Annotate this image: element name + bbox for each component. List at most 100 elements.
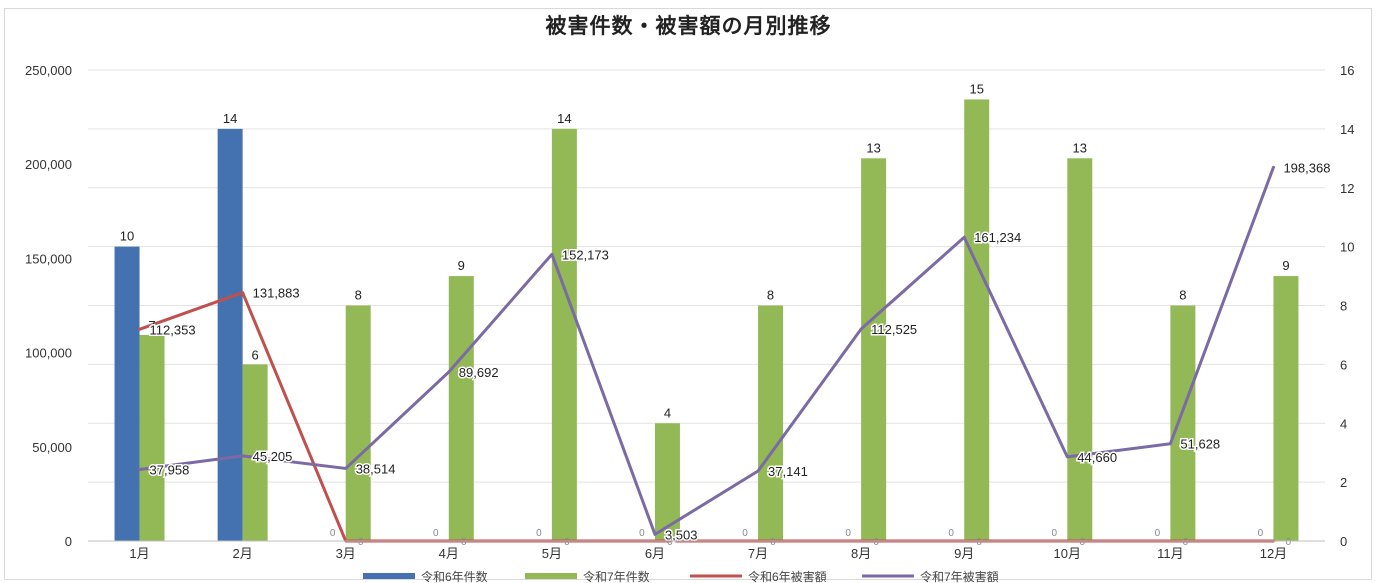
bar-data-label: 13 [1073,140,1087,155]
line-data-label: 112,525 [871,322,917,337]
right-axis-tick-label: 2 [1340,475,1347,490]
bar [551,128,577,541]
gridlines [88,69,1325,542]
right-axis: 0 2 4 6 8 10 12 14 16 [1340,63,1354,549]
legend-label: 令和7年被害額 [920,569,999,583]
bar-data-label: 10 [120,229,134,244]
x-axis-tick-label: 6月 [645,546,665,561]
left-axis-tick-label: 200,000 [25,157,72,172]
bar-data-label: 9 [458,258,465,273]
bar [654,423,680,541]
data-labels: 10 14 7 6 8 9 14 4 8 13 15 13 8 9 112,353 131,883 37,958… [120,81,1332,548]
bar-data-label: 15 [969,81,983,96]
zero-marker-label: 0 [639,528,645,539]
bar [139,334,165,541]
zero-marker-label: 0 [873,537,879,548]
bar-series [114,99,1299,541]
line-data-label: 37,141 [768,464,808,479]
legend-label: 令和6年件数 [421,569,488,583]
bar [448,276,474,541]
line-data-label: 37,958 [150,462,190,477]
legend-swatch [363,573,415,579]
left-axis: 0 50,000 100,000 150,000 200,000 250,000 [25,63,72,549]
legend-label: 令和6年被害額 [748,569,827,583]
line-series [138,165,1275,543]
x-axis-tick-label: 9月 [954,546,974,561]
zero-marker-label: 0 [948,528,954,539]
line-data-label: 89,692 [459,365,499,380]
zero-marker-label: 0 [742,528,748,539]
line-data-label: 45,205 [253,449,293,464]
bar-data-label: 9 [1282,258,1289,273]
left-axis-tick-label: 100,000 [25,346,72,361]
x-axis-tick-label: 12月 [1260,546,1287,561]
bar-data-label: 8 [355,288,362,303]
bar-data-label: 6 [252,347,259,362]
legend-label: 令和7年件数 [583,569,650,583]
zero-marker-label: 0 [770,537,776,548]
line-data-label: 44,660 [1077,450,1117,465]
bar [758,305,784,541]
bar [345,305,371,541]
x-axis-tick-label: 10月 [1054,546,1081,561]
left-axis-tick-label: 150,000 [25,251,72,266]
right-axis-tick-label: 6 [1340,357,1347,372]
zero-marker-label: 0 [1183,537,1189,548]
zero-marker-label: 0 [667,537,673,548]
x-axis-tick-label: 1月 [129,546,149,561]
line-data-label: 198,368 [1283,160,1330,175]
right-axis-tick-label: 0 [1340,534,1347,549]
chart-title: 被害件数・被害額の月別推移 [545,14,832,38]
bar-data-label: 7 [148,318,155,333]
bar-data-label: 14 [223,111,237,126]
x-axis-tick-label: 5月 [542,546,562,561]
x-axis-tick-label: 2月 [233,546,253,561]
left-axis-tick-label: 250,000 [25,63,72,78]
zero-marker-label: 0 [976,537,982,548]
right-axis-tick-label: 14 [1340,122,1354,137]
bar [964,99,990,541]
bar-data-label: 8 [1179,288,1186,303]
right-axis-tick-label: 8 [1340,299,1347,314]
zero-marker-label: 0 [536,528,542,539]
zero-marker-label: 0 [1080,537,1086,548]
bar [1170,305,1196,541]
line-data-label: 152,173 [562,247,609,262]
zero-marker-label: 0 [845,528,851,539]
x-axis-tick-label: 4月 [439,546,459,561]
left-axis-tick-label: 50,000 [32,440,72,455]
bar [1273,276,1299,541]
bar [114,246,140,541]
bar-data-label: 13 [866,140,880,155]
bar-data-label: 4 [664,405,671,420]
line-data-label: 161,234 [974,230,1021,245]
zero-marker-label: 0 [1258,528,1264,539]
bar [242,364,268,541]
line-data-label: 38,514 [356,461,396,476]
bar [1067,158,1093,541]
x-axis: 1月 2月 3月 4月 5月 6月 7月 8月 9月 10月 11月 12月 [88,540,1325,561]
line-data-label: 131,883 [253,286,300,301]
x-axis-tick-label: 8月 [851,546,871,561]
zero-marker-label: 0 [1286,537,1292,548]
right-axis-tick-label: 4 [1340,416,1347,431]
zero-marker-label: 0 [564,537,570,548]
line-data-label: 112,353 [150,322,196,337]
x-axis-tick-label: 7月 [748,546,768,561]
zero-marker-label: 0 [461,537,467,548]
zero-marker-label: 0 [330,528,336,539]
bar-data-label: 8 [767,288,774,303]
zero-marker-label: 0 [1052,528,1058,539]
x-axis-tick-label: 11月 [1157,546,1184,561]
bar [861,158,887,541]
left-axis-tick-label: 0 [65,534,72,549]
bar [217,128,243,541]
bar-data-label: 14 [557,111,571,126]
zero-marker-label: 0 [358,537,364,548]
zero-marker-label: 0 [1155,528,1161,539]
legend: 令和6年件数 令和7年件数 令和6年被害額 令和7年被害額 [363,569,999,583]
right-axis-tick-label: 16 [1340,63,1354,78]
right-axis-tick-label: 10 [1340,240,1354,255]
right-axis-tick-label: 12 [1340,181,1354,196]
